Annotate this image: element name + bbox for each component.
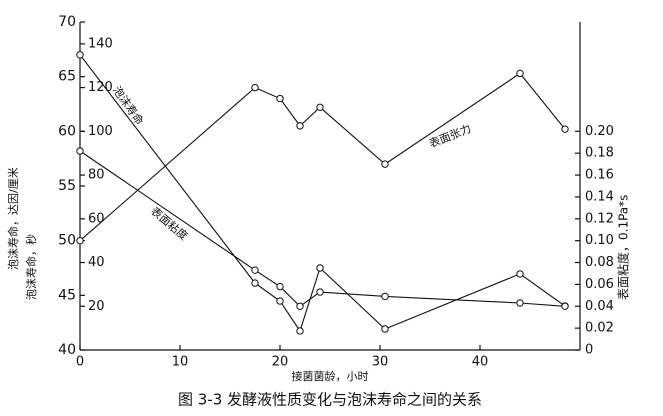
data-point [381, 160, 389, 168]
data-point [561, 125, 569, 133]
data-point [276, 282, 284, 291]
y-tick-label: 0.02 [585, 321, 614, 336]
data-point [561, 302, 569, 310]
data-point [516, 69, 524, 78]
y-tick-label: 120 [88, 80, 113, 95]
data-point [316, 288, 324, 296]
data-point [76, 236, 84, 245]
y-tick-label: 0.14 [585, 189, 614, 204]
x-tick-label: 20 [272, 355, 289, 370]
y-tick-label: 0.10 [585, 233, 614, 248]
data-point [251, 279, 259, 287]
y-tick-label: 40 [58, 342, 76, 358]
y-tick-label: 0.18 [585, 146, 614, 161]
data-point [516, 299, 524, 307]
series-label: 泡沫寿命 [110, 83, 147, 127]
x-tick-label: 10 [172, 355, 189, 370]
data-point [381, 325, 389, 333]
series-label: 表面粘度 [148, 204, 191, 243]
y-tick-label: 140 [88, 36, 113, 51]
y-tick-label: 0.16 [585, 168, 614, 183]
x-axis-label: 接菌菌龄，小时 [292, 369, 369, 383]
data-point [276, 94, 284, 103]
y-tick-label: 65 [58, 69, 76, 85]
y-tick-label: 0.08 [585, 255, 614, 270]
data-point [296, 122, 304, 130]
data-point [76, 51, 84, 59]
y-tick-label: 70 [58, 14, 76, 30]
y-tick-label: 0.06 [585, 277, 614, 292]
y-tick-label: 0.20 [585, 124, 614, 139]
series-label: 表面张力 [427, 121, 473, 150]
y-tick-label: 0 [585, 343, 593, 358]
y-tick-label: 100 [88, 124, 113, 139]
y-tick-label: 80 [88, 168, 105, 183]
y-tick-label: 55 [58, 178, 76, 194]
data-point [516, 270, 524, 278]
y-tick-label: 50 [58, 233, 76, 249]
caption: 图 3-3 发酵液性质变化与泡沫寿命之间的关系 [178, 391, 482, 409]
data-point [76, 147, 84, 155]
x-tick-label: 30 [372, 355, 389, 370]
y-tick-label: 0.12 [585, 211, 614, 226]
data-point [296, 302, 304, 310]
data-point [276, 297, 284, 305]
data-point [251, 266, 259, 274]
y-tick-label: 45 [58, 287, 76, 303]
data-point [316, 103, 324, 111]
data-point [316, 264, 324, 272]
y-tick-label: 20 [88, 299, 105, 314]
series-line [79, 150, 566, 307]
y3-axis-label: 泡沫寿命，秒 [24, 234, 38, 300]
series-line [79, 72, 566, 242]
y-tick-label: 0.04 [585, 299, 614, 314]
y-tick-label: 60 [88, 211, 105, 226]
data-point [381, 292, 389, 301]
x-tick-label: 0 [76, 355, 84, 370]
data-point [296, 327, 304, 335]
data-point [251, 83, 259, 92]
x-tick-label: 40 [472, 355, 489, 370]
y-axis-label: 泡沫寿命，达因/厘米 [6, 167, 20, 270]
y2-axis-label: 表面粘度，0.1Pa*s [616, 195, 631, 300]
y-tick-label: 40 [88, 255, 105, 270]
y-tick-label: 60 [58, 123, 76, 139]
